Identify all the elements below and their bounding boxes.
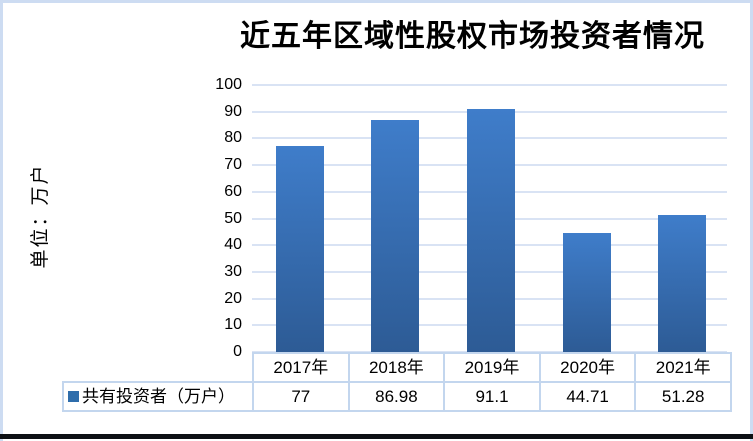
y-axis-tick-label: 40	[224, 236, 242, 254]
y-axis-tick-label: 0	[233, 343, 242, 360]
bar-2017年	[275, 146, 324, 352]
legend-marker-icon	[68, 391, 79, 402]
chart-title: 近五年区域性股权市场投资者情况	[240, 20, 705, 53]
y-axis-unit-label: 单位：万户	[30, 163, 51, 269]
table-value-cell: 51.28	[634, 381, 732, 412]
bar-2020年	[562, 233, 611, 352]
bottom-edge-bar	[0, 434, 753, 439]
bar-2019年	[467, 109, 515, 352]
legend-label: 共有投资者（万户）	[82, 387, 235, 406]
y-axis-tick-label: 10	[224, 316, 242, 334]
table-year-cell: 2020年	[538, 352, 637, 383]
y-axis-tick-label: 80	[224, 129, 242, 147]
table-value-cell: 86.98	[347, 381, 446, 412]
table-legend-cell: 共有投资者（万户）	[62, 381, 254, 412]
table-value-cell: 91.1	[443, 381, 541, 412]
y-axis-tick-label: 60	[224, 182, 242, 200]
bar-2018年	[371, 120, 420, 352]
table-year-cell: 2017年	[252, 352, 350, 383]
y-axis-tick-label: 30	[224, 262, 242, 280]
bar-2021年	[658, 215, 707, 352]
table-year-cell: 2018年	[347, 352, 446, 383]
y-axis-tick-label: 90	[224, 102, 242, 120]
table-year-cell: 2019年	[443, 352, 541, 383]
gridline	[252, 84, 727, 86]
y-axis-tick-label: 70	[224, 156, 242, 174]
y-axis-tick-label: 100	[215, 76, 242, 93]
table-value-cell: 77	[252, 381, 350, 412]
table-value-cell: 44.71	[538, 381, 637, 412]
table-year-cell: 2021年	[634, 352, 732, 383]
y-axis-tick-label: 50	[224, 209, 242, 227]
y-axis-tick-label: 20	[224, 289, 242, 307]
